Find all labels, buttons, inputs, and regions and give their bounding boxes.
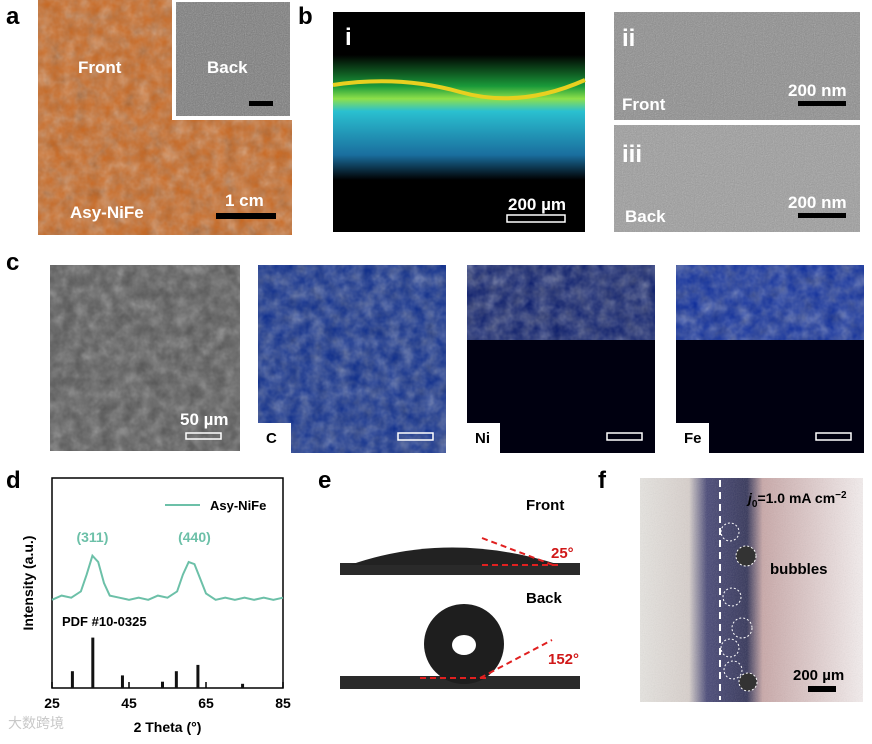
label: Front	[622, 95, 666, 114]
label-box	[676, 423, 709, 453]
watermark: 大数跨境	[8, 715, 64, 731]
label: i	[345, 24, 352, 51]
label: iii	[622, 141, 642, 168]
scale-bar	[606, 432, 643, 441]
element-label: Fe	[684, 430, 702, 447]
tangent	[481, 537, 554, 566]
bubble	[723, 660, 743, 680]
label-box	[467, 423, 500, 453]
angle: 152°	[548, 651, 579, 668]
label: 1 cm	[225, 191, 264, 210]
angle: 25°	[551, 545, 574, 562]
label: ii	[622, 25, 635, 52]
scale-bar	[798, 213, 846, 218]
substrate	[340, 563, 580, 575]
label-box	[258, 423, 291, 453]
label: Back	[207, 58, 248, 77]
tangent	[479, 639, 553, 679]
bubble	[738, 672, 758, 692]
scale-bar	[808, 686, 836, 692]
scale-bar	[185, 432, 222, 440]
x-tick-label: 25	[44, 695, 60, 711]
panel-label: a	[6, 3, 20, 30]
image-band	[333, 55, 585, 180]
bubble	[722, 587, 742, 607]
label: Front	[526, 497, 564, 514]
element-label: Ni	[475, 430, 490, 447]
subscript: 0	[752, 499, 758, 510]
map-texture	[258, 265, 446, 453]
maps: C Ni Fe	[258, 265, 864, 453]
panel-label: b	[298, 3, 313, 30]
hotspot	[332, 78, 586, 101]
bubble	[720, 522, 740, 542]
bubble	[720, 638, 740, 658]
label: Asy-NiFe	[70, 203, 144, 222]
legend-label: Asy-NiFe	[210, 498, 266, 513]
x-tick-label: 85	[275, 695, 291, 711]
superscript: −2	[835, 490, 847, 501]
value: =1.0 mA cm	[757, 490, 835, 506]
scale-bar	[397, 432, 434, 441]
label: 200 µm	[793, 667, 844, 684]
xrd-curve	[51, 553, 284, 601]
y-axis-label: Intensity (a.u.)	[20, 536, 36, 631]
texture	[50, 265, 240, 451]
annotation: (311)	[76, 529, 108, 545]
label: Back	[625, 207, 666, 226]
label: 50 µm	[180, 410, 229, 429]
annotation: (440)	[178, 529, 211, 545]
droplet	[350, 547, 560, 565]
current-density: j0=1.0 mA cm−2	[746, 490, 847, 510]
texture	[176, 2, 290, 116]
element-label: C	[266, 430, 277, 447]
panel-label: e	[318, 467, 331, 494]
texture	[640, 478, 863, 702]
bubble	[731, 617, 753, 639]
label: bubbles	[770, 561, 828, 578]
label: Back	[526, 590, 563, 607]
x-tick-label: 45	[121, 695, 137, 711]
scale-bar	[506, 214, 566, 223]
map-texture	[676, 265, 864, 340]
label: 200 nm	[788, 81, 847, 100]
panel-label: f	[598, 467, 607, 494]
scale-bar	[798, 101, 846, 106]
label: Front	[78, 58, 122, 77]
symbol: j	[746, 490, 753, 506]
scale-bar	[815, 432, 852, 441]
panel-label: d	[6, 467, 21, 494]
map-texture	[467, 265, 655, 340]
label: 200 nm	[788, 193, 847, 212]
scale-bar	[249, 101, 273, 106]
panel-label: c	[6, 249, 19, 276]
reflection	[452, 635, 476, 655]
label: 200 µm	[508, 195, 566, 214]
scale-bar	[216, 213, 276, 219]
chart: 25 45 65 85 2 Theta (°) Intensity (a.u.) Asy-N…	[20, 477, 291, 735]
x-axis-label: 2 Theta (°)	[134, 719, 202, 735]
reference-label: PDF #10-0325	[62, 614, 147, 629]
bubbles	[720, 522, 758, 692]
bubble	[735, 545, 757, 567]
plot-frame	[51, 477, 284, 689]
x-tick-label: 65	[198, 695, 214, 711]
